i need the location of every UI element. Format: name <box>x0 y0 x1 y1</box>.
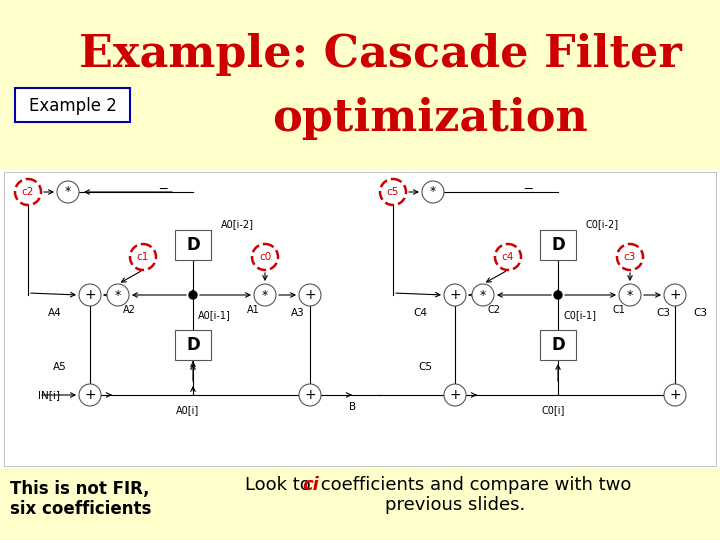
Circle shape <box>444 284 466 306</box>
Text: A1: A1 <box>247 305 260 315</box>
Text: *: * <box>262 288 268 301</box>
Text: +: + <box>84 288 96 302</box>
Circle shape <box>189 291 197 299</box>
Text: A0[i-2]: A0[i-2] <box>221 219 254 229</box>
Text: +: + <box>669 288 681 302</box>
Circle shape <box>554 291 562 299</box>
Circle shape <box>57 181 79 203</box>
Text: six coefficients: six coefficients <box>10 500 151 518</box>
Text: C0[i-2]: C0[i-2] <box>586 219 619 229</box>
Text: A4: A4 <box>48 308 62 318</box>
Bar <box>540 230 576 260</box>
Text: D: D <box>186 236 200 254</box>
Text: C2: C2 <box>488 305 501 315</box>
Text: ─: ─ <box>159 183 167 195</box>
Circle shape <box>79 384 101 406</box>
Text: B: B <box>349 402 356 412</box>
Text: Look to: Look to <box>245 476 317 494</box>
Bar <box>540 330 576 360</box>
Text: *: * <box>480 288 486 301</box>
Text: C5: C5 <box>418 362 432 372</box>
Text: D: D <box>551 236 565 254</box>
Text: c0: c0 <box>259 252 271 262</box>
Circle shape <box>422 181 444 203</box>
Text: ci: ci <box>302 476 319 494</box>
Bar <box>0 0 720 170</box>
Text: C4: C4 <box>413 308 427 318</box>
Text: *: * <box>115 288 121 301</box>
Bar <box>175 330 211 360</box>
Text: +: + <box>449 288 461 302</box>
Text: c1: c1 <box>137 252 149 262</box>
Text: +: + <box>669 388 681 402</box>
Text: C3: C3 <box>656 308 670 318</box>
Circle shape <box>472 284 494 306</box>
Text: +: + <box>449 388 461 402</box>
Text: C1: C1 <box>612 305 625 315</box>
Text: +: + <box>304 288 316 302</box>
Text: c4: c4 <box>502 252 514 262</box>
Text: c2: c2 <box>22 187 34 197</box>
Text: +: + <box>304 388 316 402</box>
Circle shape <box>444 384 466 406</box>
Text: *: * <box>65 186 71 199</box>
Text: c5: c5 <box>387 187 399 197</box>
Text: This is not FIR,: This is not FIR, <box>10 480 150 498</box>
Text: IN[i]: IN[i] <box>38 390 60 400</box>
Text: c3: c3 <box>624 252 636 262</box>
Bar <box>4 172 716 466</box>
Text: +: + <box>84 388 96 402</box>
Bar <box>0 468 720 540</box>
Text: A0[i]: A0[i] <box>176 405 199 415</box>
Circle shape <box>107 284 129 306</box>
Text: A2: A2 <box>123 305 136 315</box>
Text: A5: A5 <box>53 362 67 372</box>
Circle shape <box>299 384 321 406</box>
Text: C0[i]: C0[i] <box>541 405 564 415</box>
Text: *: * <box>627 288 633 301</box>
Circle shape <box>254 284 276 306</box>
Bar <box>175 230 211 260</box>
Text: coefficients and compare with two: coefficients and compare with two <box>315 476 631 494</box>
Text: Example: Cascade Filter: Example: Cascade Filter <box>78 33 681 77</box>
Text: C3: C3 <box>693 308 707 318</box>
Text: A3: A3 <box>292 308 305 318</box>
Text: A0[i-1]: A0[i-1] <box>198 310 231 320</box>
Circle shape <box>664 384 686 406</box>
Text: Example 2: Example 2 <box>29 97 117 115</box>
Circle shape <box>664 284 686 306</box>
Text: optimization: optimization <box>272 97 588 139</box>
Circle shape <box>79 284 101 306</box>
FancyBboxPatch shape <box>15 88 130 122</box>
Text: previous slides.: previous slides. <box>385 496 525 514</box>
Text: D: D <box>186 336 200 354</box>
Text: D: D <box>551 336 565 354</box>
Text: C0[i-1]: C0[i-1] <box>563 310 596 320</box>
Text: *: * <box>430 186 436 199</box>
Circle shape <box>619 284 641 306</box>
Bar <box>0 170 720 468</box>
Circle shape <box>299 284 321 306</box>
Text: ─: ─ <box>524 183 532 195</box>
